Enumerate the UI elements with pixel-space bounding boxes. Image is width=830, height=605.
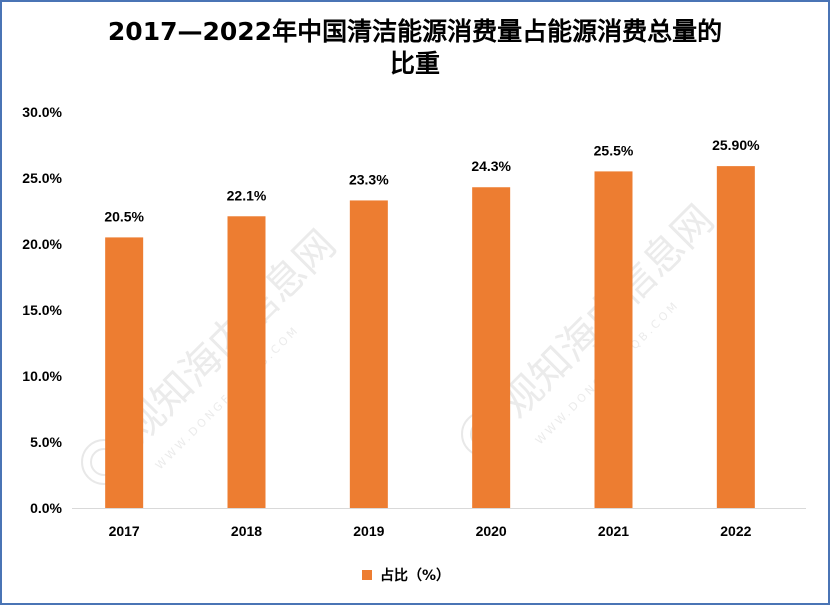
chart-title: 2017—2022年中国清洁能源消费量占能源消费总量的 比重 (0, 16, 830, 80)
data-label-2019: 23.3% (349, 171, 389, 187)
y-tick-label: 0.0% (30, 500, 62, 516)
x-tick-label-2017: 2017 (109, 523, 140, 539)
chart-title-line1: 2017—2022年中国清洁能源消费量占能源消费总量的 (107, 17, 723, 46)
data-label-2020: 24.3% (471, 158, 511, 174)
y-tick-label: 25.0% (22, 170, 62, 186)
legend: 占比（%） (362, 565, 450, 585)
bar-2022 (716, 166, 755, 508)
legend-swatch (362, 570, 372, 580)
legend-label: 占比（%） (380, 568, 451, 584)
bar-2019 (349, 200, 388, 508)
y-axis: 0.0% 5.0% 10.0% 15.0% 20.0% 25.0% 30.0% (22, 104, 62, 516)
x-tick-label-2021: 2021 (598, 523, 629, 539)
x-tick-label-2020: 2020 (476, 523, 507, 539)
data-label-2022: 25.90% (712, 137, 760, 153)
bars: 20.5% 22.1% 23.3% 24.3% 25.5% 25.90% (104, 137, 760, 509)
y-tick-label: 5.0% (30, 434, 62, 450)
y-tick-label: 30.0% (22, 104, 62, 120)
chart-title-line2: 比重 (389, 49, 440, 78)
data-label-2018: 22.1% (227, 187, 267, 203)
bar-2017 (105, 237, 144, 508)
y-tick-label: 10.0% (22, 368, 62, 384)
data-label-2017: 20.5% (104, 208, 144, 224)
bar-2020 (472, 187, 511, 509)
bar-2018 (227, 216, 266, 508)
bar-2021 (594, 171, 633, 508)
data-label-2021: 25.5% (594, 142, 634, 158)
y-tick-label: 15.0% (22, 302, 62, 318)
x-tick-label-2022: 2022 (720, 523, 751, 539)
y-tick-label: 20.0% (22, 236, 62, 252)
x-tick-label-2019: 2019 (353, 523, 384, 539)
x-tick-label-2018: 2018 (231, 523, 262, 539)
x-axis: 2017 2018 2019 2020 2021 2022 (72, 508, 806, 539)
